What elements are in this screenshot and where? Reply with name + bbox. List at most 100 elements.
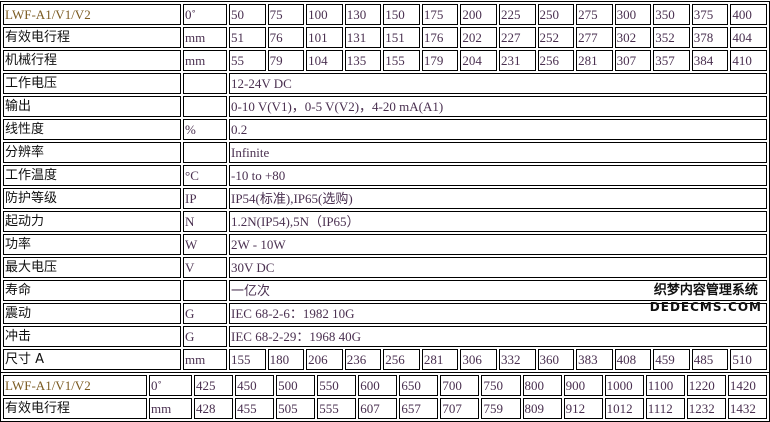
spec-value: 0-10 V(V1)，0-5 V(V2)，4-20 mA(A1) bbox=[229, 96, 767, 117]
value-cell: 225 bbox=[498, 4, 536, 25]
value-cell: 1100 bbox=[645, 375, 685, 396]
spec-row: 寿命 一亿次 bbox=[3, 280, 767, 301]
value-cell: 378 bbox=[691, 27, 729, 48]
value-cell: 50 bbox=[229, 4, 266, 25]
value-cell: 510 bbox=[730, 349, 767, 370]
value-cell: 236 bbox=[344, 349, 382, 370]
model-cell: LWF-A1/V1/V2 bbox=[3, 375, 147, 396]
value-cell: 400 bbox=[730, 4, 767, 25]
spec-value: 0.2 bbox=[229, 119, 767, 140]
value-cell: 300 bbox=[614, 4, 652, 25]
value-cell: 500 bbox=[276, 375, 316, 396]
unit-cell: V bbox=[183, 257, 227, 278]
value-cell: 277 bbox=[576, 27, 613, 48]
spec-value: 1.2N(IP54),5N（IP65） bbox=[229, 211, 767, 232]
value-cell: 130 bbox=[344, 4, 382, 25]
row-label: 工作温度 bbox=[3, 165, 181, 186]
value-cell: 155 bbox=[383, 50, 420, 71]
value-cell: 800 bbox=[522, 375, 562, 396]
spec-value: Infinite bbox=[229, 142, 767, 163]
value-cell: 79 bbox=[267, 50, 305, 71]
value-cell: 408 bbox=[614, 349, 652, 370]
value-cell: 179 bbox=[421, 50, 459, 71]
value-cell: 607 bbox=[358, 398, 398, 419]
value-cell: 650 bbox=[399, 375, 439, 396]
value-cell: 428 bbox=[194, 398, 234, 419]
row-label: 起动力 bbox=[3, 211, 181, 232]
unit-cell: G bbox=[183, 303, 227, 324]
value-cell: 1220 bbox=[686, 375, 726, 396]
unit-cell: 0˚ bbox=[149, 375, 192, 396]
spec-row: 工作温度 °C -10 to +80 bbox=[3, 165, 767, 186]
value-cell: 700 bbox=[440, 375, 480, 396]
value-cell: 357 bbox=[653, 50, 690, 71]
row-label: 寿命 bbox=[3, 280, 181, 301]
value-cell: 1420 bbox=[727, 375, 767, 396]
row-label: 机械行程 bbox=[3, 50, 181, 71]
value-cell: 450 bbox=[235, 375, 275, 396]
value-cell: 459 bbox=[653, 349, 690, 370]
row-label: 最大电压 bbox=[3, 257, 181, 278]
value-cell: 252 bbox=[537, 27, 575, 48]
value-cell: 206 bbox=[306, 349, 343, 370]
value-cell: 555 bbox=[317, 398, 357, 419]
value-cell: 384 bbox=[691, 50, 729, 71]
value-cell: 657 bbox=[399, 398, 439, 419]
value-cell: 204 bbox=[460, 50, 497, 71]
value-cell: 151 bbox=[383, 27, 420, 48]
value-cell: 75 bbox=[267, 4, 305, 25]
value-cell: 231 bbox=[498, 50, 536, 71]
unit-cell bbox=[183, 96, 227, 117]
value-cell: 600 bbox=[358, 375, 398, 396]
spec-row: 冲击 G IEC 68-2-29：1968 40G bbox=[3, 326, 767, 347]
spec-value: -10 to +80 bbox=[229, 165, 767, 186]
model-cell: LWF-A1/V1/V2 bbox=[3, 4, 181, 25]
value-cell: 55 bbox=[229, 50, 266, 71]
spec-row: 工作电压 12-24V DC bbox=[3, 73, 767, 94]
value-cell: 350 bbox=[653, 4, 690, 25]
value-cell: 275 bbox=[576, 4, 613, 25]
value-cell: 383 bbox=[576, 349, 613, 370]
header-row: LWF-A1/V1/V2 0˚ 50 75 100 130 150 175 200 225 250 2… bbox=[3, 4, 767, 25]
row-label: 功率 bbox=[3, 234, 181, 255]
value-cell: 150 bbox=[383, 4, 420, 25]
row-label: 冲击 bbox=[3, 326, 181, 347]
value-cell: 250 bbox=[537, 4, 575, 25]
spec-row: 防护等级 IP IP54(标准),IP65(选购) bbox=[3, 188, 767, 209]
spec-value: 12-24V DC bbox=[229, 73, 767, 94]
value-cell: 135 bbox=[344, 50, 382, 71]
unit-cell: °C bbox=[183, 165, 227, 186]
value-cell: 1432 bbox=[727, 398, 767, 419]
spec-value: 2W - 10W bbox=[229, 234, 767, 255]
value-cell: 200 bbox=[460, 4, 497, 25]
value-cell: 51 bbox=[229, 27, 266, 48]
value-cell: 360 bbox=[537, 349, 575, 370]
value-cell: 485 bbox=[691, 349, 729, 370]
value-cell: 302 bbox=[614, 27, 652, 48]
spec-row: 输出 0-10 V(V1)，0-5 V(V2)，4-20 mA(A1) bbox=[3, 96, 767, 117]
spec-row: 线性度% 0.2 bbox=[3, 119, 767, 140]
row-label: 有效电行程 bbox=[3, 398, 147, 419]
unit-cell bbox=[183, 73, 227, 94]
unit-cell: mm bbox=[183, 50, 227, 71]
value-cell: 155 bbox=[229, 349, 266, 370]
value-cell: 104 bbox=[306, 50, 343, 71]
stroke-row: 有效电行程 mm 428 455 505 555 607 657 707 759 809 912 101… bbox=[3, 398, 767, 419]
value-cell: 1232 bbox=[686, 398, 726, 419]
spec-table-extended: LWF-A1/V1/V2 0˚ 425 450 500 550 600 650 700 750 80… bbox=[0, 372, 770, 422]
row-label: 工作电压 bbox=[3, 73, 181, 94]
stroke-row: 机械行程 mm 55 79 104 135 155 179 204 231 256 281 307 357… bbox=[3, 50, 767, 71]
value-cell: 131 bbox=[344, 27, 382, 48]
row-label: 防护等级 bbox=[3, 188, 181, 209]
row-label: 分辨率 bbox=[3, 142, 181, 163]
value-cell: 175 bbox=[421, 4, 459, 25]
value-cell: 76 bbox=[267, 27, 305, 48]
spec-row: 起动力 N 1.2N(IP54),5N（IP65） bbox=[3, 211, 767, 232]
value-cell: 404 bbox=[730, 27, 767, 48]
spec-row: 震动 G IEC 68-2-6：1982 10G bbox=[3, 303, 767, 324]
unit-cell: mm bbox=[183, 27, 227, 48]
spec-row: 最大电压 V 30V DC bbox=[3, 257, 767, 278]
unit-cell: mm bbox=[149, 398, 192, 419]
row-label: 线性度 bbox=[3, 119, 181, 140]
value-cell: 352 bbox=[653, 27, 690, 48]
